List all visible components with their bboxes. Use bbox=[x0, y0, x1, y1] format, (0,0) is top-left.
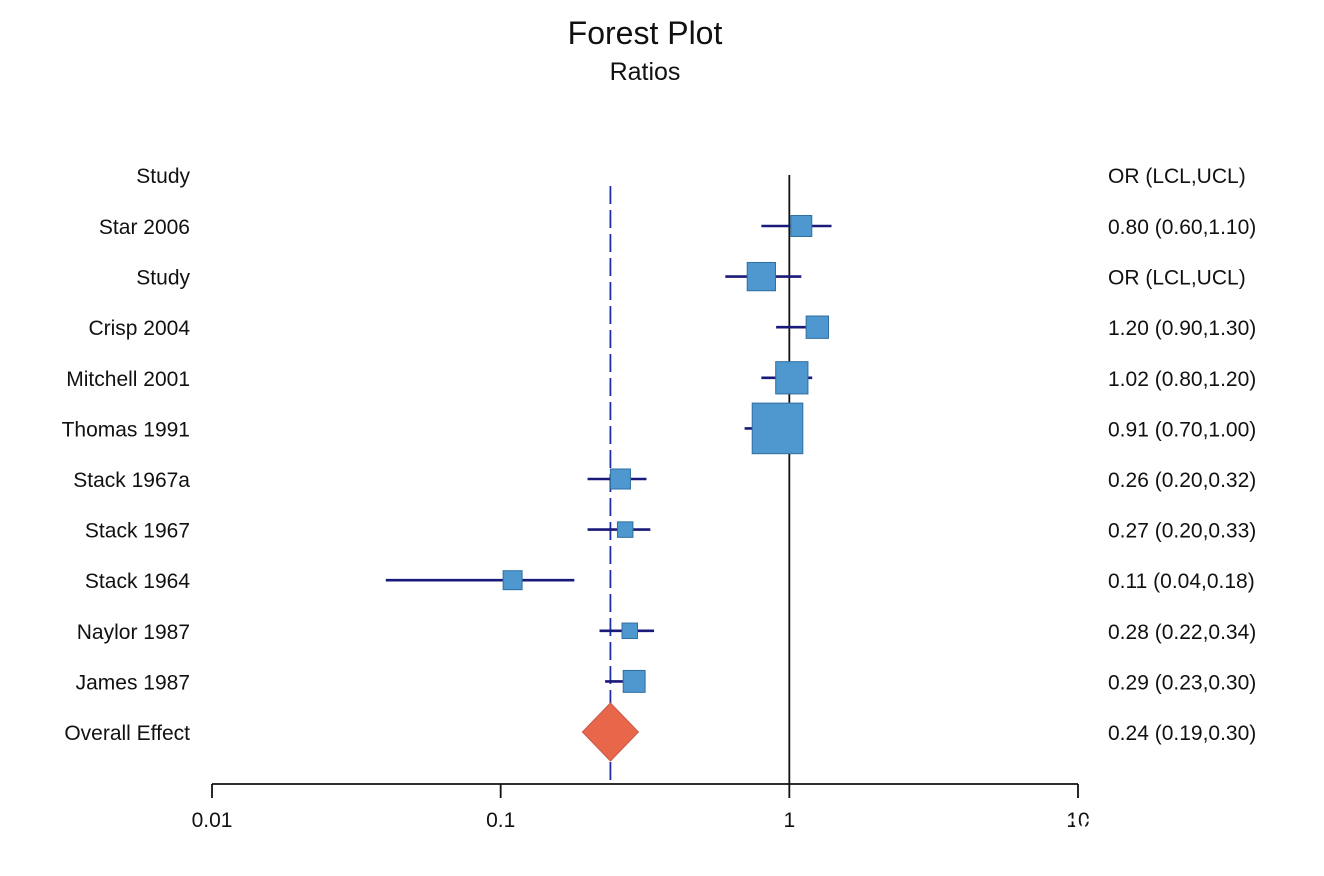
x-tick-label: 0.1 bbox=[486, 809, 515, 832]
study-label: James 1987 bbox=[76, 671, 190, 694]
study-label: Star 2006 bbox=[99, 216, 190, 239]
ratio-value: 0.27 (0.20,0.33) bbox=[1108, 520, 1256, 543]
study-column-header: Study bbox=[136, 165, 190, 188]
ratio-value: OR (LCL,UCL) bbox=[1108, 267, 1246, 290]
study-weight-box bbox=[805, 315, 829, 339]
x-tick-label: 10 bbox=[1066, 809, 1089, 832]
x-tick-label: 0.01 bbox=[192, 809, 233, 832]
study-label: Study bbox=[136, 267, 190, 290]
ratio-value: 0.29 (0.23,0.30) bbox=[1108, 671, 1256, 694]
overall-effect-diamond bbox=[581, 702, 640, 762]
ratio-column-header: OR (LCL,UCL) bbox=[1108, 165, 1246, 188]
study-weight-box bbox=[775, 361, 809, 395]
chart-title: Forest Plot bbox=[568, 15, 723, 51]
study-weight-box bbox=[621, 622, 638, 640]
chart-subtitle: Ratios bbox=[610, 58, 681, 86]
ratio-value: 0.26 (0.20,0.32) bbox=[1108, 469, 1256, 492]
study-weight-box bbox=[790, 215, 813, 237]
ratio-value: 0.28 (0.22,0.34) bbox=[1108, 621, 1256, 644]
study-label: Stack 1967a bbox=[73, 469, 190, 492]
study-weight-box bbox=[609, 468, 631, 490]
ratio-value: 1.20 (0.90,1.30) bbox=[1108, 317, 1256, 340]
ratio-value: 0.11 (0.04,0.18) bbox=[1108, 570, 1255, 593]
study-label: Crisp 2004 bbox=[88, 317, 190, 340]
study-label: Thomas 1991 bbox=[62, 418, 190, 441]
study-label: Naylor 1987 bbox=[77, 621, 190, 644]
plot-area: 0.01 0.1 1 10 Star 2006 0.80 (0.60,1.10) Study… bbox=[62, 175, 1256, 832]
ratio-value: 0.80 (0.60,1.10) bbox=[1108, 216, 1256, 239]
study-weight-box bbox=[622, 669, 646, 693]
ratio-value: 1.02 (0.80,1.20) bbox=[1108, 368, 1256, 391]
x-tick-label: 1 bbox=[783, 809, 795, 832]
study-weight-box bbox=[502, 570, 523, 591]
overall-effect-value: 0.24 (0.19,0.30) bbox=[1108, 722, 1256, 745]
ratio-value: 0.91 (0.70,1.00) bbox=[1108, 418, 1256, 441]
study-weight-box bbox=[746, 261, 777, 292]
overall-effect-label: Overall Effect bbox=[64, 722, 190, 745]
study-weight-box bbox=[751, 402, 804, 455]
study-weight-box bbox=[616, 521, 634, 538]
study-label: Stack 1964 bbox=[85, 570, 190, 593]
watermark-text: 知乎 @InVisor学术科研 bbox=[886, 807, 1218, 843]
study-label: Stack 1967 bbox=[85, 520, 190, 543]
study-label: Mitchell 2001 bbox=[66, 368, 190, 391]
